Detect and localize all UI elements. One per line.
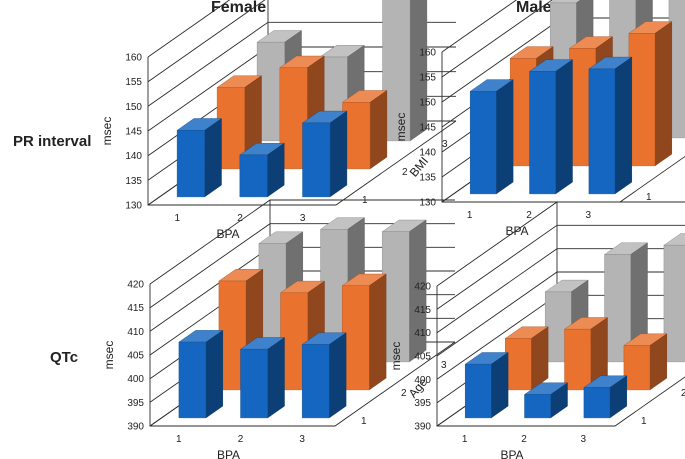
bar [341, 90, 388, 170]
bar [341, 273, 387, 391]
bar [301, 332, 347, 419]
row-title-qtc: QTc [50, 349, 79, 366]
bar [623, 333, 668, 391]
gridline [147, 0, 231, 58]
y-axis-title: msec [102, 341, 116, 370]
row-title-pr-interval: PR interval [13, 133, 92, 150]
x-tick-label: 3 [586, 210, 592, 221]
x-tick-label: 3 [581, 434, 587, 445]
y-tick-label: 140 [125, 151, 142, 162]
y-tick-label: 150 [125, 102, 142, 113]
x-tick-label: 1 [467, 210, 473, 221]
y-axis-title: msec [394, 113, 408, 142]
bar [603, 242, 649, 363]
floor-edge [436, 286, 685, 427]
bar [382, 0, 428, 142]
floor-edge [441, 52, 685, 203]
floor-edge [147, 57, 457, 206]
y-tick-label: 160 [125, 53, 142, 64]
y-tick-label: 415 [414, 305, 431, 316]
y-tick-label: 410 [414, 328, 431, 339]
x-tick-label: 2 [237, 213, 243, 224]
y-tick-label: 420 [414, 282, 431, 293]
gridline [441, 0, 553, 78]
bar [563, 317, 609, 391]
floor-edge [149, 284, 456, 427]
column-title-female: Female [211, 0, 267, 16]
y-tick-label: 155 [125, 77, 142, 88]
y-tick-label: 160 [419, 48, 436, 59]
depth-tick-label: 3 [442, 139, 448, 150]
y-tick-label: 135 [419, 173, 436, 184]
y-tick-label: 135 [125, 176, 142, 187]
gridline [436, 201, 685, 287]
x-axis-title: BPA [217, 448, 240, 459]
x-tick-label: 2 [238, 434, 244, 445]
y-axis-title: msec [100, 117, 114, 146]
depth-tick-label: 3 [441, 360, 447, 371]
x-tick-label: 2 [521, 434, 527, 445]
y-tick-label: 140 [419, 148, 436, 159]
x-tick-label: 1 [462, 434, 468, 445]
bar [239, 337, 286, 419]
bar [583, 375, 628, 419]
y-tick-label: 400 [414, 375, 431, 386]
x-tick-label: 3 [300, 213, 306, 224]
depth-tick-label: 1 [646, 192, 652, 203]
y-tick-label: 390 [414, 422, 431, 433]
x-tick-label: 2 [526, 210, 532, 221]
y-tick-label: 150 [419, 98, 436, 109]
x-tick-label: 1 [175, 213, 181, 224]
bar [523, 382, 569, 419]
bar [628, 21, 673, 167]
y-tick-label: 155 [419, 73, 436, 84]
column-title-male: Male [516, 0, 552, 16]
y-tick-label: 130 [419, 198, 436, 209]
y-axis-title: msec [389, 342, 403, 371]
y-tick-label: 395 [414, 398, 431, 409]
y-tick-label: 395 [127, 398, 144, 409]
depth-tick-label: 1 [361, 416, 367, 427]
bar [239, 142, 285, 198]
y-tick-label: 400 [127, 374, 144, 385]
bar [663, 233, 685, 363]
gridline [147, 0, 266, 83]
x-axis-title: BPA [500, 448, 523, 459]
bar [469, 79, 514, 195]
depth-tick-label: 2 [681, 388, 685, 399]
bar [301, 110, 348, 198]
gridline [441, 0, 518, 53]
depth-tick-label: 2 [401, 388, 407, 399]
bar [504, 326, 549, 391]
depth-tick-label: 1 [641, 416, 647, 427]
bar [528, 59, 574, 195]
x-tick-label: 3 [299, 434, 305, 445]
depth-tick-label: 2 [402, 167, 408, 178]
y-tick-label: 145 [419, 123, 436, 134]
bar [176, 118, 223, 198]
x-tick-label: 1 [176, 434, 182, 445]
y-tick-label: 420 [127, 280, 144, 291]
bar [381, 219, 427, 363]
y-tick-label: 415 [127, 303, 144, 314]
y-tick-label: 410 [127, 327, 144, 338]
y-tick-label: 145 [125, 127, 142, 138]
y-tick-label: 130 [125, 201, 142, 212]
y-tick-label: 405 [414, 352, 431, 363]
depth-tick-label: 1 [362, 195, 368, 206]
y-tick-label: 390 [127, 422, 144, 433]
bar [464, 352, 509, 419]
bar [588, 56, 633, 195]
bar [178, 330, 224, 419]
x-axis-title: BPA [216, 227, 239, 241]
y-tick-label: 405 [127, 351, 144, 362]
